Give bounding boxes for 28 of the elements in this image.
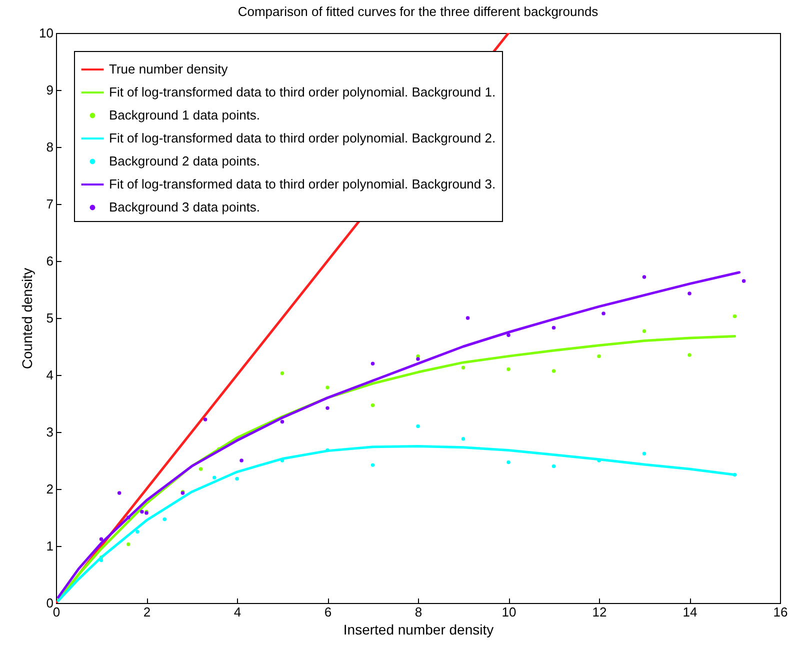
x-tick-label: 12 <box>592 604 607 620</box>
chart-title: Comparison of fitted curves for the three different backgrounds <box>238 4 599 19</box>
x-tick-label: 16 <box>773 604 788 620</box>
legend-label: Background 3 data points. <box>109 200 260 214</box>
x-tick-label: 2 <box>143 604 151 620</box>
legend-label: Fit of log-transformed data to third order polynomial. Background 1. <box>109 84 496 100</box>
y-tick-label: 8 <box>46 140 54 154</box>
y-tick-label: 9 <box>46 82 54 98</box>
x-tick-label: 10 <box>502 604 516 620</box>
x-tick-label: 14 <box>682 604 698 620</box>
legend-label: Background 2 data points. <box>109 154 260 168</box>
y-tick-label: 10 <box>39 26 54 40</box>
legend-label: Fit of log-transformed data to third order polynomial. Background 2. <box>109 130 496 146</box>
y-tick-label: 3 <box>46 424 54 440</box>
x-axis-title: Inserted number density <box>343 622 494 638</box>
y-axis-title: Counted density <box>19 268 36 370</box>
y-tick-label: 2 <box>46 482 54 496</box>
y-tick-label: 4 <box>46 368 54 382</box>
legend-label: Background 1 data points. <box>109 108 260 122</box>
y-tick-label: 1 <box>46 538 54 554</box>
legend-label: True number density <box>109 62 228 76</box>
legend-label: Fit of log-transformed data to third order polynomial. Background 3. <box>109 176 496 192</box>
y-tick-label: 7 <box>46 196 54 212</box>
x-tick-label: 8 <box>414 604 422 620</box>
y-tick-label: 5 <box>46 310 54 326</box>
x-tick-label: 4 <box>234 604 242 620</box>
y-tick-label: 6 <box>46 254 54 268</box>
x-tick-label: 6 <box>324 604 332 620</box>
